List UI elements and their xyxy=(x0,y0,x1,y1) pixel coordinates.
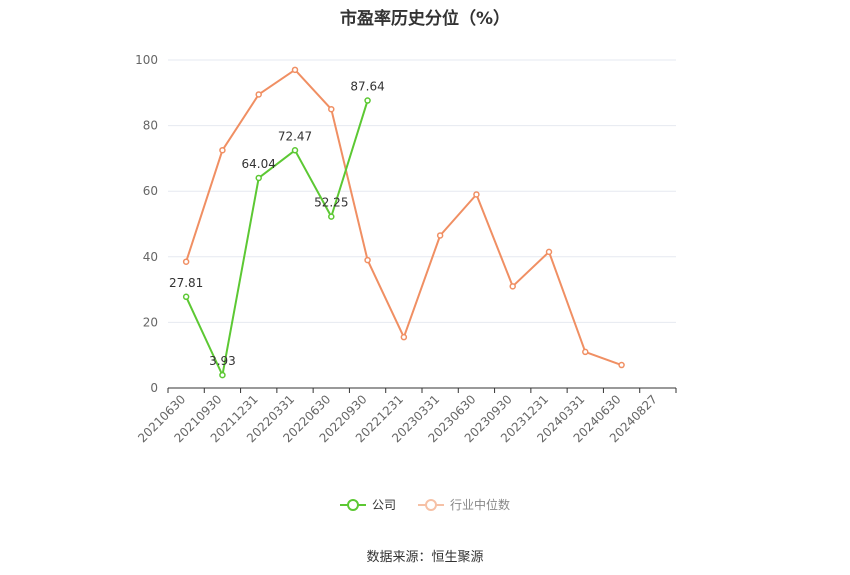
data-point-company xyxy=(182,293,190,301)
y-tick-label: 20 xyxy=(143,315,158,329)
y-tick-label: 40 xyxy=(143,250,158,264)
data-point-industry xyxy=(328,105,335,113)
data-label: 27.81 xyxy=(169,276,203,290)
data-point-industry xyxy=(291,66,299,74)
data-point-industry xyxy=(400,333,408,341)
legend-item-industry[interactable]: 行业中位数 xyxy=(418,496,510,513)
legend-label-company: 公司 xyxy=(371,498,396,512)
series-line-company xyxy=(185,100,369,377)
data-label: 72.47 xyxy=(278,129,312,143)
data-point-company xyxy=(364,97,371,104)
data-point-company xyxy=(219,371,226,379)
chart-title: 市盈率历史分位（%） xyxy=(339,9,511,29)
data-point-industry xyxy=(255,91,262,98)
y-tick-label: 60 xyxy=(143,184,158,198)
y-tick-label: 0 xyxy=(150,381,158,395)
data-label: 52.25 xyxy=(314,196,348,210)
data-point-industry xyxy=(436,232,444,239)
data-point-industry xyxy=(545,248,553,256)
legend-item-company[interactable]: 公司 xyxy=(339,496,396,513)
data-point-industry xyxy=(473,191,480,198)
legend-label-industry: 行业中位数 xyxy=(450,498,511,512)
y-tick-label: 100 xyxy=(135,53,158,67)
data-point-industry xyxy=(618,361,625,369)
data-point-company xyxy=(255,174,262,182)
series-layer xyxy=(182,66,625,379)
y-tick-label: 80 xyxy=(143,119,158,133)
data-point-industry xyxy=(364,256,371,264)
data-point-industry xyxy=(182,258,190,265)
grid-lines xyxy=(168,59,676,323)
legend: 公司 行业中位数 xyxy=(0,496,850,513)
axes: 0204060801002021063020210930202112312022… xyxy=(135,53,677,445)
data-point-company xyxy=(291,147,299,154)
data-label: 64.04 xyxy=(242,157,276,171)
data-point-industry xyxy=(509,283,516,290)
data-label: 3.93 xyxy=(209,354,236,368)
legend-marker-company xyxy=(339,498,366,511)
data-point-industry xyxy=(582,348,589,356)
legend-marker-industry xyxy=(418,498,444,511)
data-point-industry xyxy=(219,146,226,154)
data-label: 87.64 xyxy=(350,80,384,94)
data-point-company xyxy=(328,213,335,220)
source-note: 数据来源：恒生聚源 xyxy=(366,550,484,565)
